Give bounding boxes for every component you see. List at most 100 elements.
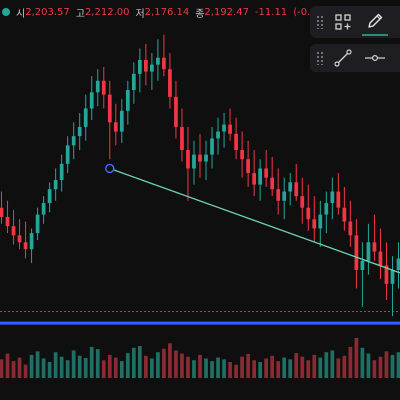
- high-value: 2,212.00: [84, 6, 130, 18]
- candle: [107, 94, 112, 123]
- candle: [210, 138, 214, 155]
- candle: [29, 233, 34, 250]
- volume-bar: [77, 355, 82, 378]
- add-widget-icon: [335, 14, 351, 30]
- volume-bar: [29, 354, 34, 378]
- symbol-status-icon: [2, 8, 10, 16]
- candle: [59, 163, 64, 180]
- candle: [240, 150, 244, 160]
- candle: [246, 159, 250, 174]
- trend-line-icon: [334, 49, 352, 67]
- volume-bar: [252, 360, 256, 378]
- candle: [360, 260, 365, 270]
- volume-bar: [0, 359, 4, 378]
- volume-bar: [47, 362, 52, 378]
- volume-bar: [234, 364, 238, 378]
- candle: [324, 203, 329, 215]
- candle: [174, 96, 178, 127]
- volume-bar: [17, 357, 22, 378]
- candle: [186, 150, 190, 169]
- candle: [168, 69, 172, 97]
- volume-bar: [240, 356, 244, 378]
- volume-bar: [276, 361, 281, 378]
- drag-handle-icon[interactable]: [316, 51, 324, 65]
- volume-bar: [246, 354, 250, 378]
- volume-bar: [372, 360, 377, 378]
- candle: [65, 145, 70, 164]
- candle: [396, 258, 400, 270]
- open-value: 2,203.57: [25, 6, 70, 18]
- candle: [131, 73, 136, 90]
- volume-bar: [384, 351, 389, 378]
- candle: [282, 191, 287, 201]
- change-value: -11.11: [254, 6, 288, 18]
- candle: [101, 80, 106, 95]
- candle: [306, 207, 311, 220]
- candle: [144, 60, 148, 72]
- pencil-button[interactable]: [362, 8, 388, 36]
- volume-bar: [324, 352, 329, 378]
- candle: [234, 133, 238, 150]
- volume-bar: [366, 353, 371, 378]
- candle: [89, 92, 94, 109]
- volume-bar: [294, 353, 299, 378]
- candle: [137, 60, 142, 74]
- candle: [378, 251, 383, 266]
- volume-bar: [336, 358, 341, 378]
- candle: [372, 242, 377, 252]
- volume-bar: [186, 356, 190, 378]
- candle: [288, 182, 293, 192]
- volume-bar: [125, 353, 130, 378]
- candle: [17, 235, 22, 243]
- candle: [258, 168, 263, 185]
- candle: [366, 242, 371, 261]
- volume-bar: [137, 346, 142, 378]
- candle: [222, 124, 226, 132]
- drag-handle-icon[interactable]: [316, 15, 324, 29]
- candle: [0, 207, 4, 217]
- trend-line-button[interactable]: [330, 45, 356, 71]
- volume-bar: [113, 357, 118, 378]
- candle: [47, 189, 52, 204]
- candle: [216, 131, 220, 139]
- candle: [348, 221, 353, 236]
- candle: [41, 203, 46, 215]
- close-value: 2,192.47: [204, 6, 249, 18]
- horizontal-line-icon: [365, 54, 385, 62]
- candle: [252, 173, 256, 185]
- low-value: 2,176.14: [144, 6, 190, 18]
- candle: [119, 110, 124, 132]
- candle: [390, 270, 395, 284]
- volume-bar: [378, 356, 383, 378]
- volume-bar: [65, 360, 70, 378]
- volume-bar: [228, 362, 232, 378]
- horizontal-line-button[interactable]: [362, 45, 388, 71]
- candle: [125, 90, 130, 111]
- close-label: 종: [195, 8, 205, 20]
- open-label: 시: [16, 8, 26, 20]
- volume-bar: [396, 352, 400, 378]
- candle: [384, 265, 389, 284]
- volume-bar: [222, 359, 226, 378]
- candle: [312, 219, 317, 229]
- candle: [330, 191, 335, 204]
- candle: [35, 214, 40, 234]
- volume-bar: [144, 355, 148, 378]
- volume-bar: [210, 361, 214, 378]
- volume-bar: [390, 354, 395, 378]
- high-label: 고: [75, 8, 85, 20]
- volume-bar: [5, 353, 10, 378]
- volume-bar: [168, 343, 172, 378]
- volume-bar: [131, 347, 136, 378]
- volume-bar: [354, 338, 359, 378]
- candle: [336, 191, 341, 208]
- add-widget-button[interactable]: [330, 9, 356, 35]
- volume-bar: [288, 359, 293, 378]
- candle: [156, 57, 160, 65]
- candle: [77, 126, 82, 137]
- volume-bar: [264, 358, 269, 378]
- volume-bar: [23, 364, 28, 378]
- volume-bar: [53, 352, 58, 378]
- volume-bar: [198, 354, 202, 378]
